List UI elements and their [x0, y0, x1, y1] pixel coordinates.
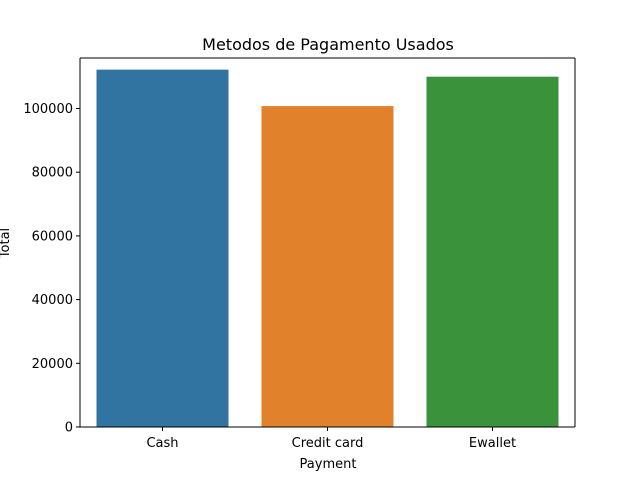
bar-cash	[96, 69, 229, 427]
axes-frame	[79, 57, 576, 428]
chart-title: Metodos de Pagamento Usados	[202, 35, 454, 54]
x-tick-label: Ewallet	[469, 436, 516, 451]
y-tick-label: 80000	[32, 166, 73, 181]
x-axis-ticks: Cash Credit card Ewallet	[146, 427, 516, 451]
y-tick-label: 40000	[32, 293, 73, 308]
y-tick-label: 20000	[32, 357, 73, 372]
x-tick-label: Cash	[146, 436, 178, 451]
bar-ewallet	[426, 76, 559, 428]
bars-layer	[96, 69, 559, 428]
y-tick-label: 60000	[32, 229, 73, 244]
y-axis-ticks: 0 20000 40000 60000 80000 100000	[23, 102, 80, 436]
y-tick-label: 0	[65, 421, 73, 436]
x-axis-label: Payment	[300, 457, 357, 472]
bar-credit-card	[261, 106, 394, 428]
y-tick-label: 100000	[23, 102, 73, 117]
x-tick-label: Credit card	[292, 436, 364, 451]
y-axis-label: Total	[0, 228, 13, 259]
